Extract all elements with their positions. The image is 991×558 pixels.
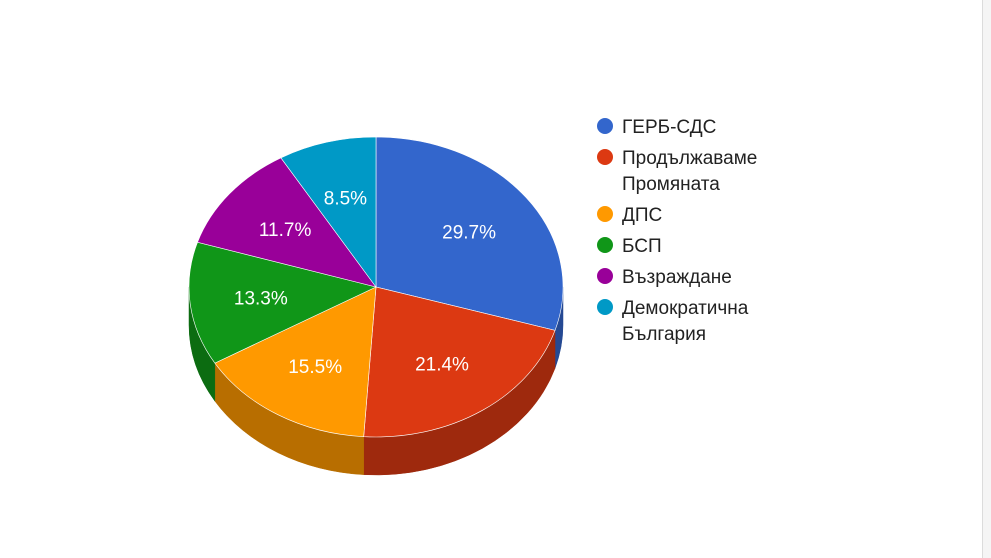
legend-item-възраждане[interactable]: Възраждане [597, 267, 732, 288]
legend-swatch [597, 149, 613, 165]
legend-label: Продължаваме [622, 148, 757, 169]
legend-item-бсп[interactable]: БСП [597, 236, 662, 257]
legend-item-демократична-българия[interactable]: Демократична България [597, 298, 749, 345]
legend-swatch [597, 237, 613, 253]
legend-swatch [597, 268, 613, 284]
legend-item-герб-сдс[interactable]: ГЕРБ-СДС [597, 117, 716, 138]
pie-slice-възраждане[interactable] [197, 157, 377, 288]
pie-slice-продължаваме-промяната[interactable] [363, 286, 556, 438]
legend-label: Промяната [622, 174, 720, 195]
legend-label: Възраждане [622, 267, 732, 288]
slice-value-label: 13.3% [234, 289, 288, 310]
pie-slice-демократична-българия[interactable] [280, 136, 377, 288]
legend-swatch [597, 206, 613, 222]
legend-label: ДПС [622, 205, 662, 226]
slice-value-label: 11.7% [259, 220, 312, 241]
chart-legend: ГЕРБ-СДС Продължаваме Промяната ДПС БСП Възра… [597, 117, 757, 345]
slice-value-label: 21.4% [415, 354, 469, 375]
pie-slice-герб-сдс[interactable] [375, 136, 564, 331]
legend-swatch [597, 299, 613, 315]
legend-label: Демократична [622, 298, 749, 319]
pie-slice-дпс[interactable] [214, 286, 377, 437]
slice-value-label: 29.7% [442, 223, 496, 244]
slice-value-label: 15.5% [288, 357, 342, 378]
pie-slice-бсп[interactable] [188, 241, 377, 364]
window-right-edge [982, 0, 991, 558]
legend-item-дпс[interactable]: ДПС [597, 205, 662, 226]
slice-value-label: 8.5% [324, 188, 367, 209]
legend-label: БСП [622, 236, 662, 257]
legend-label: ГЕРБ-СДС [622, 117, 716, 138]
pie-value-labels: 29.7% 21.4% 15.5% 13.3% 11.7% 8.5% [234, 188, 496, 378]
legend-item-продължаваме-промяната[interactable]: Продължаваме Промяната [597, 148, 757, 195]
legend-swatch [597, 118, 613, 134]
legend-label: България [622, 324, 706, 345]
pie-top-layer [188, 136, 564, 438]
